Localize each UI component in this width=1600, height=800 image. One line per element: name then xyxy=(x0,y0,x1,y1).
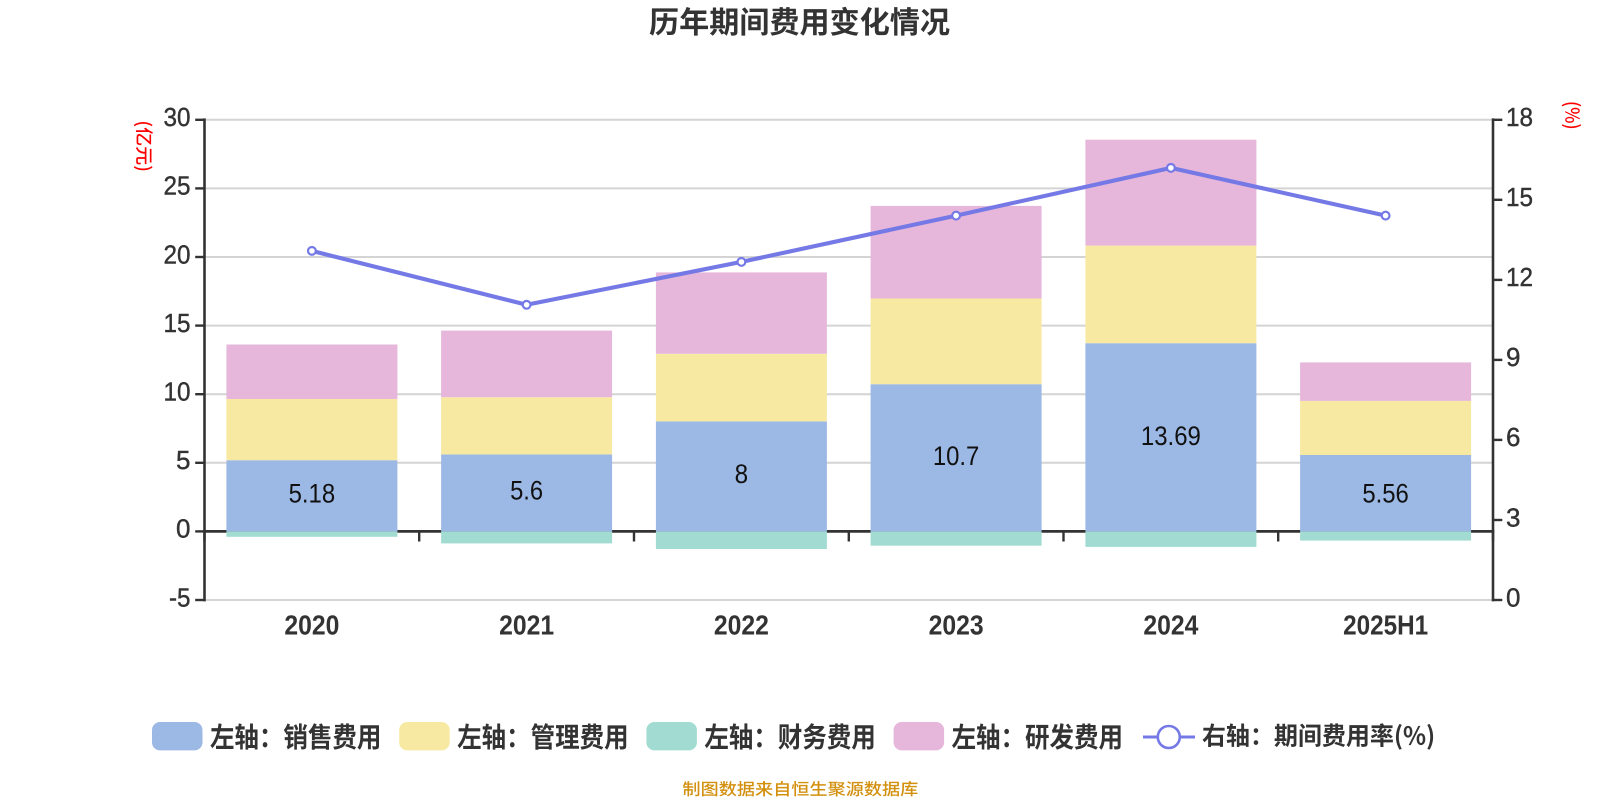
svg-text:25: 25 xyxy=(164,171,191,201)
svg-text:3: 3 xyxy=(1506,502,1520,532)
svg-text:5.6: 5.6 xyxy=(510,476,543,506)
svg-text:15: 15 xyxy=(164,308,191,338)
svg-text:9: 9 xyxy=(1506,342,1520,372)
svg-text:8: 8 xyxy=(735,459,749,489)
svg-text:2023: 2023 xyxy=(929,610,984,641)
svg-text:2024: 2024 xyxy=(1143,610,1198,641)
svg-text:13.69: 13.69 xyxy=(1141,421,1201,451)
svg-text:2022: 2022 xyxy=(714,610,769,641)
svg-text:12: 12 xyxy=(1506,262,1533,292)
svg-text:2021: 2021 xyxy=(499,610,554,641)
svg-text:2025H1: 2025H1 xyxy=(1343,610,1428,641)
svg-text:15: 15 xyxy=(1506,182,1533,212)
svg-text:10.7: 10.7 xyxy=(933,441,980,471)
svg-text:10: 10 xyxy=(164,377,191,407)
svg-text:5.18: 5.18 xyxy=(289,479,336,509)
svg-text:0: 0 xyxy=(176,514,190,544)
svg-text:0: 0 xyxy=(1506,582,1520,612)
svg-text:-5: -5 xyxy=(169,582,191,612)
svg-text:18: 18 xyxy=(1506,102,1533,132)
svg-text:5: 5 xyxy=(176,445,190,475)
svg-text:6: 6 xyxy=(1506,422,1520,452)
svg-text:30: 30 xyxy=(164,102,191,132)
svg-text:20: 20 xyxy=(164,239,191,269)
svg-text:5.56: 5.56 xyxy=(1362,479,1409,509)
svg-text:2020: 2020 xyxy=(284,610,339,641)
